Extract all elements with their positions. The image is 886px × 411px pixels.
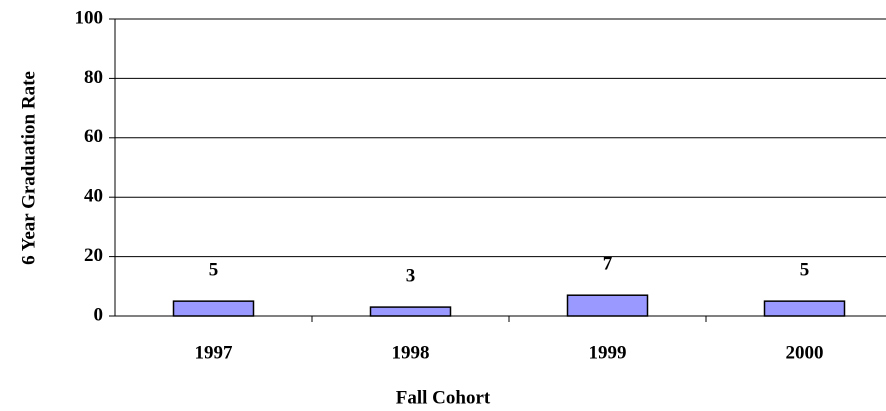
data-label: 3 [406,265,416,286]
y-tick-label: 60 [84,126,103,147]
data-label: 5 [800,260,810,281]
bar [172,300,255,317]
x-tick-label: 2000 [786,342,824,363]
data-label: 7 [603,254,613,275]
bar [763,300,846,317]
x-tick-label: 1999 [589,342,627,363]
data-label: 5 [209,260,219,281]
y-tick-label: 80 [84,67,103,88]
x-tick-label: 1997 [195,342,234,363]
y-tick-label: 20 [84,245,103,266]
bar [566,294,649,317]
x-tick-label: 1998 [392,342,430,363]
y-axis-label: 6 Year Graduation Rate [18,71,39,265]
bar [369,306,452,317]
y-tick-label: 100 [75,7,104,28]
x-axis-label: Fall Cohort [396,387,491,408]
y-tick-label: 40 [84,186,103,207]
y-tick-label: 0 [94,304,104,325]
